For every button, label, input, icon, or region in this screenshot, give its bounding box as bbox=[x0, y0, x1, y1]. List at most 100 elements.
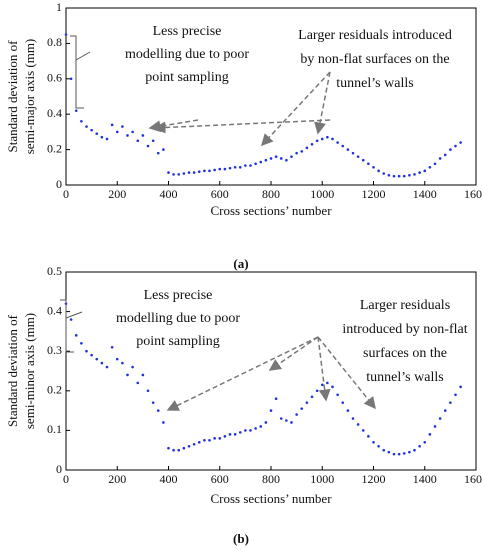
y-tick-label: 0.3 bbox=[47, 343, 62, 357]
point bbox=[320, 137, 324, 141]
point bbox=[310, 395, 314, 399]
point bbox=[131, 130, 134, 134]
point bbox=[223, 167, 227, 171]
point bbox=[244, 429, 247, 432]
point bbox=[197, 170, 201, 174]
point bbox=[413, 173, 416, 176]
point bbox=[459, 141, 462, 144]
point bbox=[218, 437, 222, 440]
point bbox=[136, 381, 140, 385]
point bbox=[326, 135, 329, 139]
point bbox=[382, 448, 386, 452]
point bbox=[295, 413, 298, 416]
x-tick-label: 1600 bbox=[464, 187, 482, 201]
point bbox=[254, 162, 257, 166]
point bbox=[443, 153, 447, 157]
y-tick-label: 1 bbox=[56, 0, 62, 14]
annotation: point sampling bbox=[145, 70, 229, 85]
arrow bbox=[314, 71, 331, 135]
point bbox=[269, 409, 273, 412]
annotation: by non-flat surfaces on the bbox=[300, 52, 449, 67]
point bbox=[208, 439, 211, 442]
point bbox=[397, 452, 401, 456]
point bbox=[146, 144, 150, 148]
y-tick-label: 0 bbox=[56, 177, 62, 191]
point bbox=[259, 425, 263, 428]
point bbox=[372, 440, 375, 444]
point bbox=[162, 148, 165, 151]
point bbox=[305, 146, 309, 150]
x-tick-label: 400 bbox=[160, 472, 178, 486]
point bbox=[238, 431, 242, 434]
point bbox=[408, 173, 411, 177]
point bbox=[433, 162, 437, 166]
arrow bbox=[153, 119, 331, 134]
x-tick-label: 800 bbox=[262, 187, 280, 201]
point bbox=[320, 383, 324, 387]
annotation: tunnel’s walls bbox=[336, 76, 413, 91]
point bbox=[192, 171, 196, 174]
x-tick-label: 1200 bbox=[362, 187, 386, 201]
point bbox=[397, 174, 401, 178]
point bbox=[428, 166, 432, 169]
point bbox=[402, 174, 406, 178]
point bbox=[69, 318, 73, 321]
point bbox=[449, 148, 452, 151]
point bbox=[372, 166, 375, 169]
annotation: point sampling bbox=[136, 334, 220, 349]
x-tick-label: 200 bbox=[108, 187, 126, 201]
x-tick-label: 800 bbox=[262, 472, 280, 486]
annotation: surfaces on the bbox=[363, 346, 447, 361]
point bbox=[392, 452, 396, 456]
y-tick-label: 0.8 bbox=[47, 35, 62, 49]
point bbox=[238, 166, 242, 169]
point bbox=[361, 158, 365, 162]
y-tick-label: 0.5 bbox=[47, 264, 62, 278]
annotation: modelling due to poor bbox=[125, 47, 249, 62]
y-tick-label: 0.2 bbox=[47, 383, 62, 397]
point bbox=[336, 393, 339, 397]
point bbox=[249, 164, 252, 167]
point bbox=[126, 373, 129, 377]
point bbox=[279, 157, 283, 160]
point bbox=[192, 442, 196, 446]
point bbox=[315, 389, 319, 393]
point bbox=[331, 137, 334, 141]
y-tick-label: 0 bbox=[56, 462, 62, 476]
point bbox=[254, 427, 257, 430]
point bbox=[351, 417, 355, 420]
point bbox=[100, 135, 104, 139]
point bbox=[259, 160, 263, 164]
annotation: modelling due to poor bbox=[116, 311, 240, 326]
point bbox=[315, 139, 319, 143]
point bbox=[423, 440, 427, 444]
annotation: introduced by non-flat bbox=[342, 322, 467, 337]
point bbox=[367, 162, 370, 166]
point bbox=[443, 409, 447, 412]
point bbox=[115, 130, 119, 134]
point bbox=[377, 444, 380, 448]
point bbox=[218, 167, 222, 171]
point bbox=[197, 440, 201, 444]
arrow bbox=[268, 336, 319, 371]
point bbox=[279, 417, 283, 420]
point bbox=[187, 171, 191, 174]
arrow bbox=[317, 336, 331, 402]
point bbox=[346, 148, 350, 151]
x-tick-label: 1400 bbox=[413, 187, 437, 201]
point bbox=[233, 433, 237, 436]
point bbox=[172, 448, 175, 452]
caption: (b) bbox=[233, 531, 249, 546]
point bbox=[110, 345, 114, 349]
y-axis-label: Standard deviation of bbox=[5, 314, 20, 427]
point bbox=[382, 172, 386, 175]
point bbox=[274, 155, 278, 158]
point bbox=[131, 365, 134, 369]
point bbox=[336, 141, 339, 144]
x-tick-label: 600 bbox=[211, 472, 229, 486]
point bbox=[310, 142, 314, 146]
point bbox=[151, 139, 155, 143]
point bbox=[85, 125, 88, 128]
point bbox=[172, 173, 175, 176]
